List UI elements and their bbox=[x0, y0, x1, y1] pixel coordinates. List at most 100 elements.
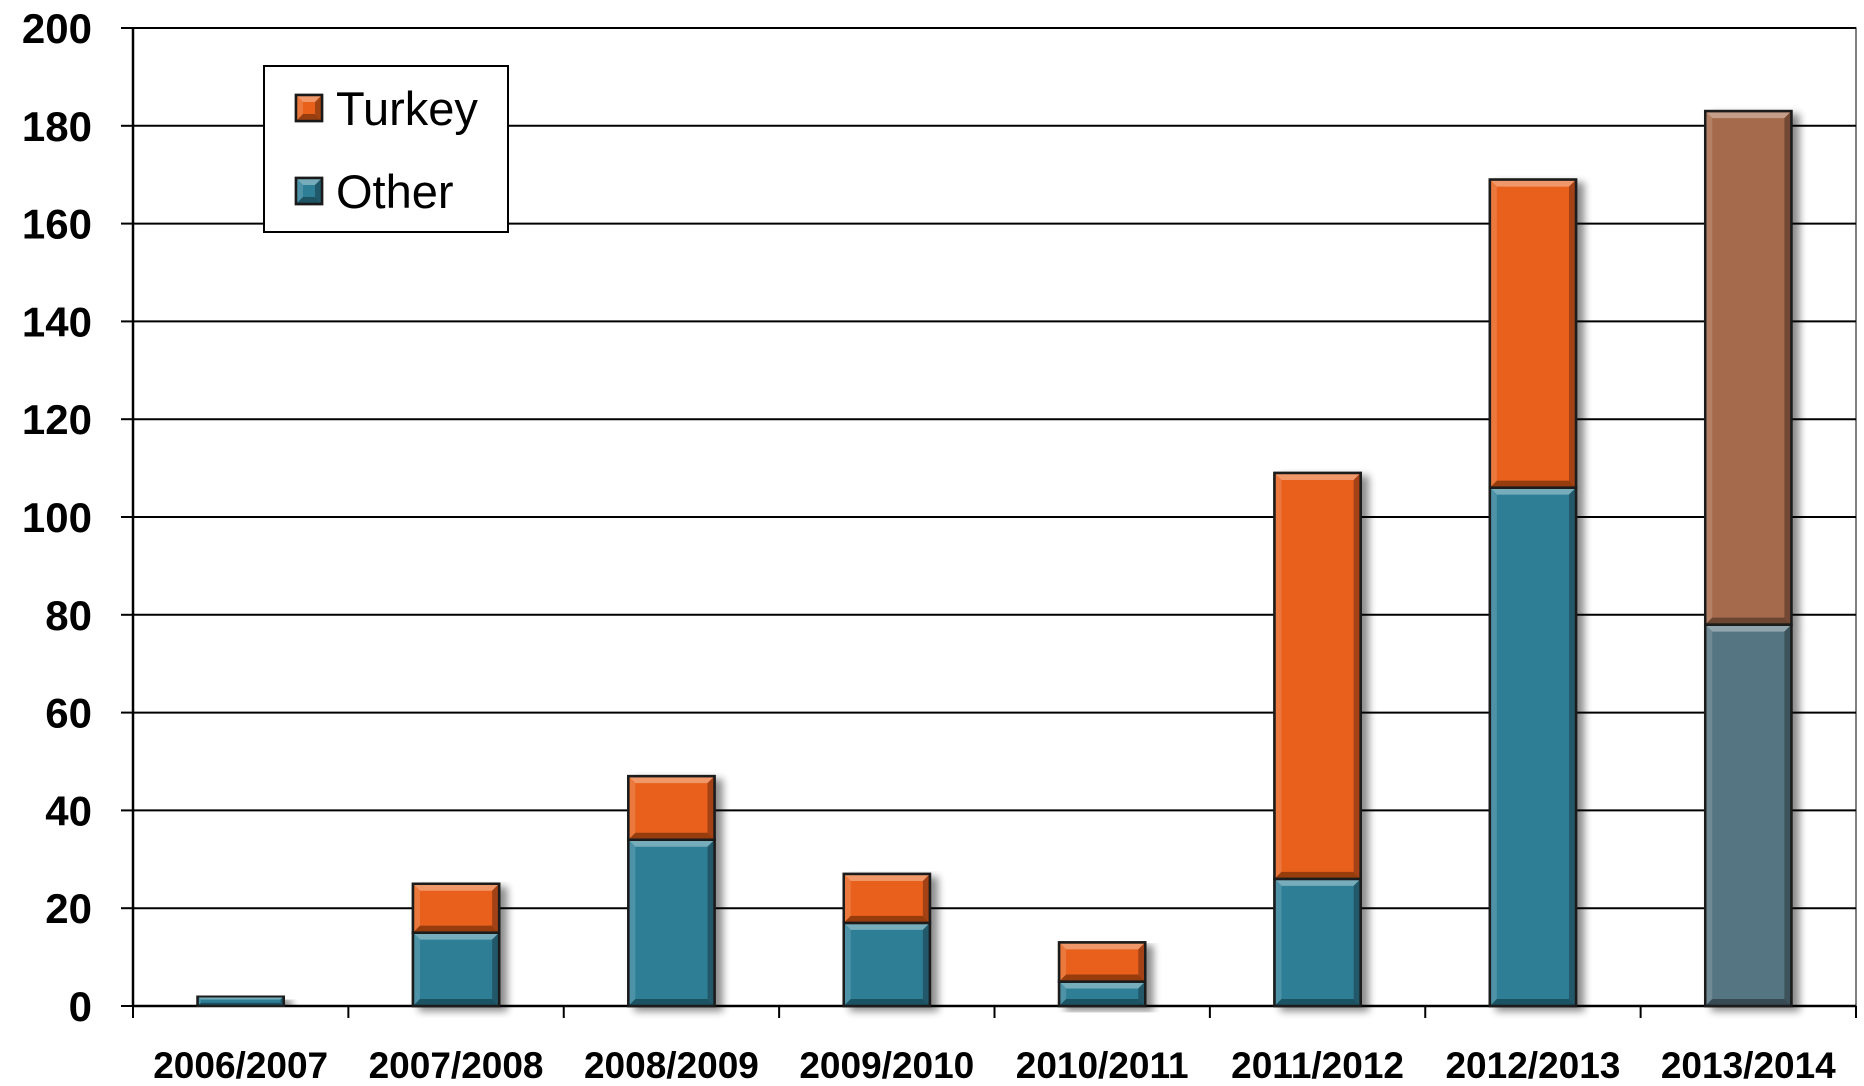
y-tick-label: 180 bbox=[22, 103, 92, 150]
legend-swatch-other-bevel-left bbox=[296, 178, 303, 204]
bar-turkey bbox=[1273, 471, 1362, 881]
bar-other bbox=[842, 921, 932, 1008]
bar-turkey-bevel-top bbox=[1059, 942, 1146, 950]
bar-turkey-bevel-left bbox=[843, 873, 851, 923]
bar-turkey-body bbox=[1273, 471, 1362, 881]
bar-turkey bbox=[627, 774, 716, 841]
y-tick-label: 100 bbox=[22, 494, 92, 541]
bar-turkey-outline bbox=[1273, 471, 1362, 881]
bar-other bbox=[627, 838, 716, 1008]
bar-other bbox=[1057, 980, 1147, 1008]
y-tick-label: 60 bbox=[45, 690, 92, 737]
x-tick-label: 2009/2010 bbox=[799, 1045, 974, 1086]
bar-other-bevel-left bbox=[1705, 624, 1713, 1006]
bar-turkey bbox=[1703, 109, 1793, 626]
bar-turkey-body bbox=[842, 872, 932, 925]
bar-other-bevel-top bbox=[1489, 487, 1577, 495]
bar-turkey-bevel-right bbox=[707, 776, 715, 840]
bar-turkey-bevel-left bbox=[412, 883, 420, 933]
y-tick-label: 120 bbox=[22, 396, 92, 443]
bar-stack-2011-2012 bbox=[1273, 471, 1362, 1008]
bars bbox=[196, 109, 1793, 1008]
bar-turkey-bevel-top bbox=[1274, 472, 1361, 480]
bar-turkey-outline bbox=[842, 872, 932, 925]
x-tick-label: 2007/2008 bbox=[369, 1045, 544, 1086]
bar-other-body bbox=[842, 921, 932, 1008]
bar-turkey bbox=[842, 872, 932, 925]
legend-swatch-other-outline bbox=[294, 176, 324, 206]
bar-other-bevel-right bbox=[1569, 487, 1577, 1006]
bar-turkey-body bbox=[1488, 178, 1578, 489]
legend-label-other: Other bbox=[336, 165, 454, 218]
y-tick-label: 40 bbox=[45, 787, 92, 834]
legend-swatch-turkey-bevel-left bbox=[296, 95, 303, 121]
bar-turkey-bevel-bottom bbox=[843, 915, 930, 923]
bar-other-bevel-right bbox=[492, 932, 500, 1006]
bar-turkey-bevel-left bbox=[1059, 942, 1067, 982]
legend-swatch-other-bevel-top bbox=[296, 178, 322, 185]
bar-other-bevel-right bbox=[1353, 878, 1361, 1006]
bar-turkey-outline bbox=[1057, 941, 1147, 983]
bar-other-bevel-left bbox=[628, 839, 636, 1006]
bar-turkey-bevel-right bbox=[1784, 111, 1792, 625]
bar-turkey-bevel-left bbox=[628, 776, 636, 840]
bar-turkey-bevel-right bbox=[1569, 179, 1577, 488]
bar-other bbox=[1273, 877, 1362, 1008]
bar-turkey-bevel-bottom bbox=[412, 925, 500, 933]
bar-turkey-bevel-left bbox=[1274, 472, 1282, 879]
bar-other-bevel-bottom bbox=[1705, 999, 1792, 1006]
bar-turkey-bevel-right bbox=[922, 873, 930, 923]
bar-turkey-bevel-top bbox=[843, 873, 930, 881]
bar-stack-2012-2013 bbox=[1488, 178, 1578, 1008]
bar-stack-2013-2014 bbox=[1703, 109, 1793, 1008]
x-tick-label: 2012/2013 bbox=[1445, 1045, 1620, 1086]
bar-stack-2008-2009 bbox=[627, 774, 716, 1008]
bar-other-bevel-right bbox=[707, 839, 715, 1006]
legend-swatch-other-bevel-right bbox=[315, 178, 322, 204]
bar-other-bevel-left bbox=[1489, 487, 1497, 1006]
bar-other-body bbox=[1273, 877, 1362, 1008]
legend-swatch-turkey bbox=[294, 93, 324, 123]
bar-other bbox=[196, 994, 286, 1008]
bar-turkey bbox=[1057, 941, 1147, 983]
bar-other-bevel-top bbox=[412, 932, 500, 940]
bar-other-bevel-top bbox=[1705, 624, 1792, 632]
x-tick-label: 2011/2012 bbox=[1231, 1045, 1404, 1086]
x-tick-label: 2006/2007 bbox=[153, 1045, 328, 1086]
bar-turkey-outline bbox=[411, 882, 501, 934]
bar-turkey-bevel-top bbox=[1705, 111, 1792, 119]
bar-other-body bbox=[1488, 486, 1578, 1008]
bar-stack-2007-2008 bbox=[411, 882, 501, 1008]
legend-swatch-other bbox=[294, 176, 324, 206]
bar-turkey-bevel-left bbox=[1705, 111, 1713, 625]
y-tick-label: 0 bbox=[69, 983, 92, 1030]
bar-turkey-outline bbox=[1488, 178, 1578, 489]
bar-other bbox=[1703, 623, 1793, 1008]
bar-other-body bbox=[627, 838, 716, 1008]
bar-other-bevel-right bbox=[1784, 624, 1792, 1006]
bar-turkey-bevel-bottom bbox=[1705, 617, 1792, 625]
x-axis-tick-labels: 2006/2007 2007/2008 2008/2009 2009/2010 2010… bbox=[153, 1045, 1836, 1086]
y-tick-label: 140 bbox=[22, 298, 92, 345]
bar-other-body bbox=[1703, 623, 1793, 1008]
bar-other-bevel-right bbox=[1138, 981, 1146, 1006]
legend-swatch-turkey-bevel-right bbox=[315, 95, 322, 121]
bar-stack-2010-2011 bbox=[1057, 941, 1147, 1008]
legend-swatch-turkey-bevel-top bbox=[296, 95, 322, 102]
bar-turkey-bevel-left bbox=[1489, 179, 1497, 488]
bar-turkey-body bbox=[627, 774, 716, 841]
bar-other-bevel-left bbox=[843, 922, 851, 1006]
bar-other-bevel-left bbox=[412, 932, 420, 1006]
bar-turkey-bevel-top bbox=[412, 883, 500, 891]
bar-other-bevel-bottom bbox=[628, 999, 715, 1006]
bar-turkey-bevel-bottom bbox=[1489, 480, 1577, 488]
x-tick-label: 2013/2014 bbox=[1661, 1045, 1836, 1086]
bar-turkey-bevel-top bbox=[628, 776, 715, 784]
bar-turkey-body bbox=[1703, 109, 1793, 626]
bar-turkey-bevel-top bbox=[1489, 179, 1577, 187]
bar-other-bevel-bottom bbox=[1274, 999, 1361, 1006]
y-tick-label: 80 bbox=[45, 592, 92, 639]
bar-other-bevel-top bbox=[1059, 981, 1146, 989]
bar-other-bevel-left bbox=[1059, 981, 1067, 1006]
bar-turkey-body bbox=[411, 882, 501, 934]
